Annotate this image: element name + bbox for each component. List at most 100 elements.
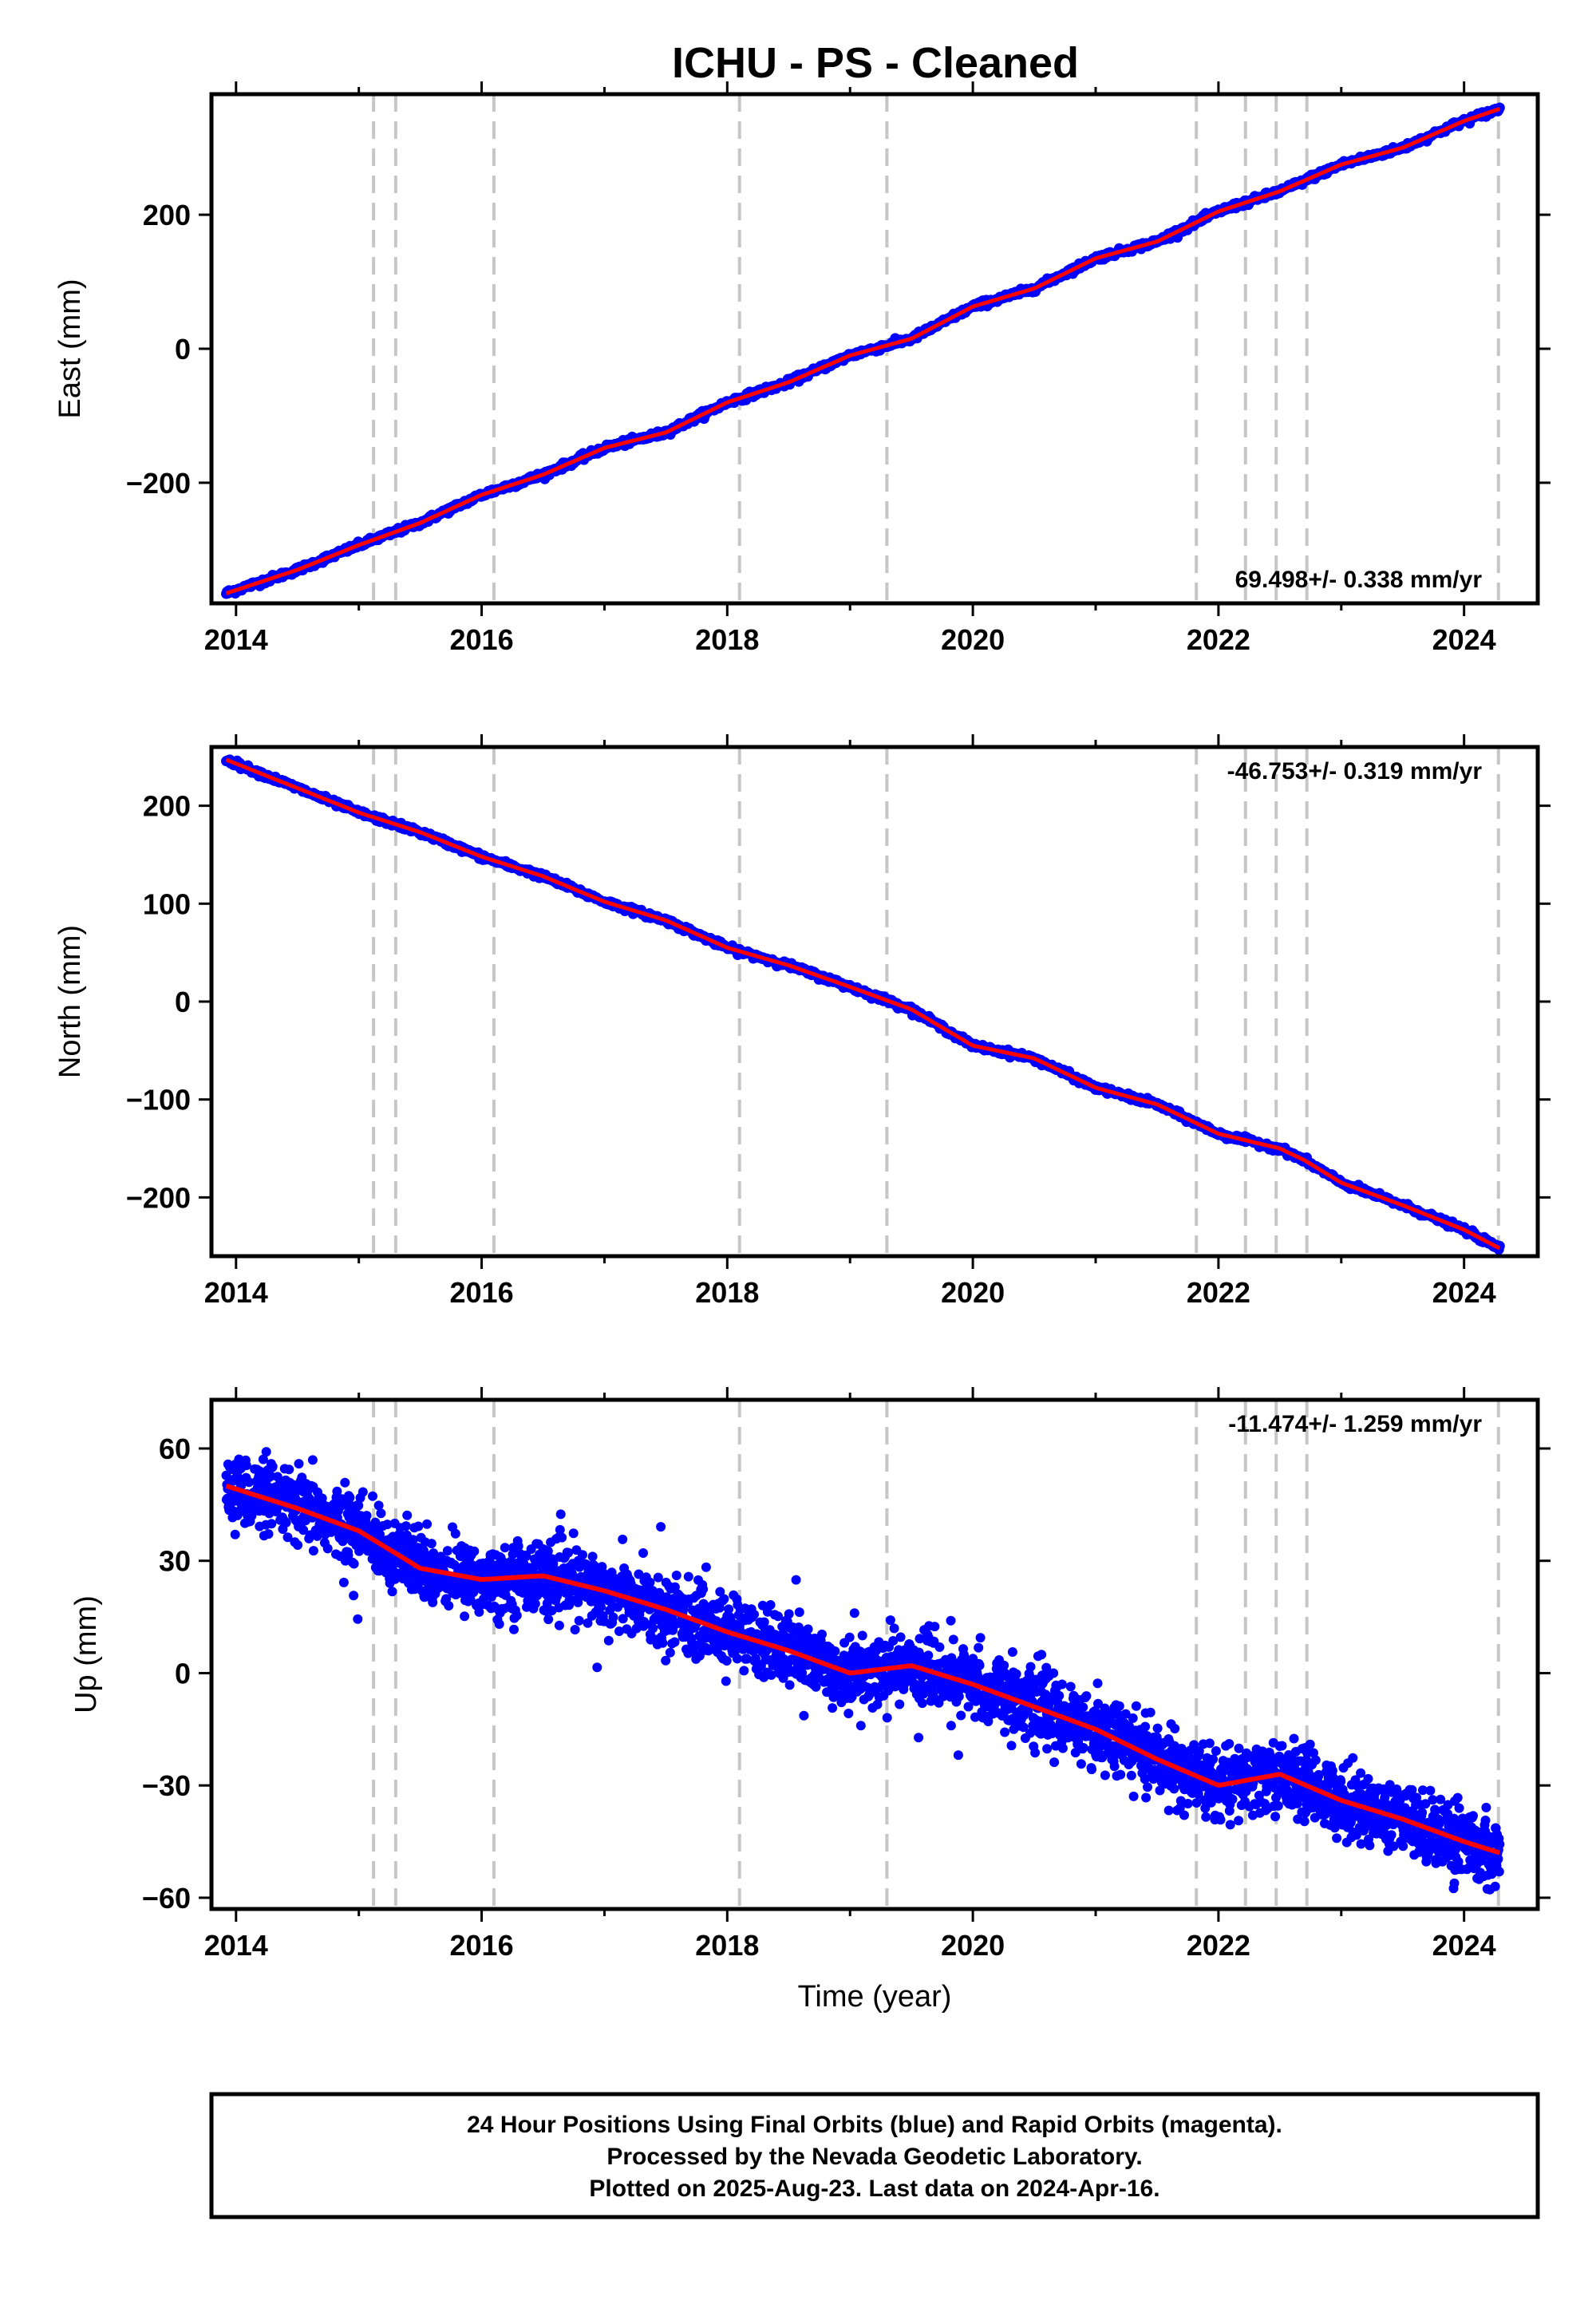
data-point	[460, 1611, 470, 1622]
data-point	[915, 1634, 925, 1644]
data-point	[799, 1710, 809, 1721]
data-point	[354, 1500, 364, 1511]
x-tick-label: 2014	[204, 1276, 268, 1309]
data-point	[773, 1611, 783, 1622]
data-point	[803, 1624, 813, 1634]
data-point	[244, 1477, 255, 1488]
data-point	[338, 1577, 349, 1587]
north-panel: 2014 2016 2018 2020 2022 2024−200−1000100200N…	[53, 734, 1551, 1309]
data-point	[639, 1617, 649, 1626]
up-offset-lines	[372, 1400, 1500, 1909]
data-point	[353, 1614, 363, 1624]
data-point	[721, 1656, 732, 1666]
data-point	[293, 1540, 303, 1550]
data-point	[543, 1614, 554, 1625]
x-tick-label: 2022	[1187, 1276, 1250, 1309]
data-point	[426, 1539, 437, 1549]
data-point	[618, 1534, 628, 1544]
east-y-axis-label: East (mm)	[53, 279, 87, 418]
data-point	[658, 1638, 668, 1648]
data-point	[888, 1636, 899, 1646]
model-fit-line	[225, 107, 1501, 595]
data-point	[343, 1550, 354, 1560]
data-point	[665, 1647, 675, 1658]
data-point	[956, 1710, 966, 1721]
data-point	[784, 1680, 795, 1690]
data-point	[281, 1517, 291, 1528]
data-point	[387, 1587, 397, 1597]
data-point	[465, 1595, 476, 1605]
data-point	[857, 1630, 867, 1641]
data-point	[648, 1623, 658, 1634]
data-point	[739, 1666, 749, 1676]
data-point	[568, 1528, 579, 1539]
north-x-ticks: 2014 2016 2018 2020 2022 2024	[204, 734, 1496, 1309]
data-point	[701, 1562, 711, 1572]
data-point	[683, 1571, 693, 1582]
data-point	[258, 1454, 268, 1464]
x-tick-label: 2020	[941, 1276, 1005, 1309]
east-x-ticks: 2014 2016 2018 2020 2022 2024	[204, 81, 1496, 656]
data-point	[494, 1619, 504, 1629]
data-point	[914, 1733, 924, 1743]
data-point	[349, 1559, 359, 1569]
data-point	[721, 1676, 731, 1686]
data-point	[294, 1459, 304, 1469]
data-point	[895, 1632, 906, 1642]
data-point	[618, 1614, 628, 1624]
data-point	[428, 1597, 438, 1607]
data-point	[885, 1615, 895, 1626]
data-point	[948, 1634, 958, 1645]
data-point	[461, 1587, 472, 1598]
data-point	[574, 1615, 584, 1626]
figure-title: ICHU - PS - Cleaned	[672, 39, 1079, 87]
data-point	[698, 1584, 709, 1595]
y-tick-label: 100	[143, 887, 191, 920]
data-point	[592, 1662, 602, 1673]
data-point	[970, 1712, 980, 1722]
data-point	[284, 1464, 294, 1475]
data-point	[241, 1460, 251, 1471]
east-rate-label: 69.498+/- 0.338 mm/yr	[1235, 567, 1483, 593]
data-point	[429, 1548, 439, 1559]
data-point	[608, 1612, 618, 1622]
data-point	[670, 1582, 680, 1592]
data-point	[554, 1620, 564, 1630]
data-point	[882, 1713, 892, 1723]
data-point	[298, 1525, 309, 1535]
data-point	[444, 1601, 454, 1611]
y-tick-label: 0	[175, 333, 191, 366]
data-point	[543, 1546, 553, 1556]
data-point	[811, 1682, 821, 1692]
data-point	[503, 1582, 513, 1592]
y-tick-label: 200	[143, 199, 191, 231]
data-point	[719, 1594, 729, 1604]
data-point	[975, 1633, 986, 1643]
data-point	[742, 1654, 753, 1664]
data-point	[784, 1609, 794, 1619]
data-point	[938, 1691, 949, 1701]
data-point	[570, 1625, 580, 1634]
data-point	[817, 1629, 827, 1639]
data-point	[946, 1721, 956, 1731]
data-point	[469, 1546, 480, 1556]
data-point	[587, 1551, 598, 1562]
data-point	[638, 1548, 648, 1558]
data-point	[895, 1699, 905, 1709]
data-point	[828, 1703, 838, 1713]
data-point	[766, 1670, 776, 1680]
data-point	[500, 1543, 510, 1553]
data-point	[450, 1528, 460, 1539]
data-point	[512, 1611, 522, 1621]
data-point	[934, 1642, 945, 1652]
y-tick-label: −100	[126, 1084, 191, 1117]
data-point	[555, 1509, 566, 1520]
data-point	[442, 1546, 452, 1556]
data-point	[974, 1642, 984, 1653]
data-point	[308, 1546, 318, 1556]
x-tick-label: 2016	[450, 1276, 514, 1309]
